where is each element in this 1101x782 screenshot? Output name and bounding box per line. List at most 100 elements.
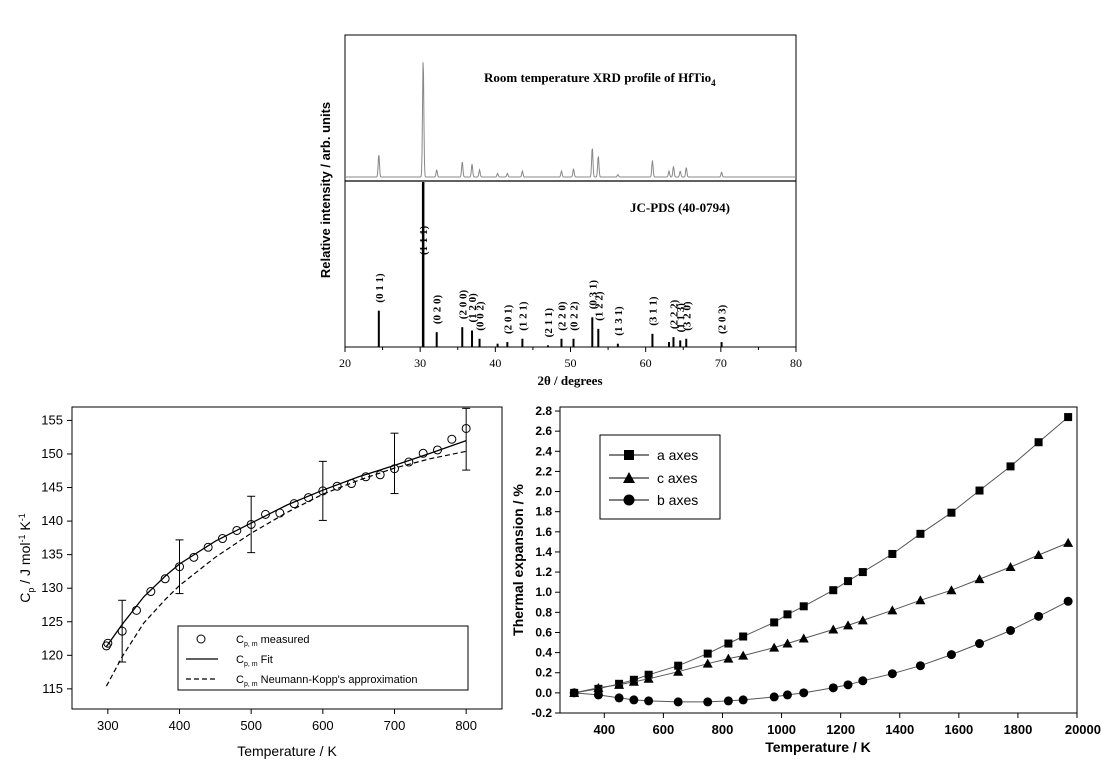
te-a-axes-point-7 (724, 639, 733, 648)
te-b-axes-point-20 (1034, 611, 1044, 621)
xrd-title: Room temperature XRD profile of HfTio4 (484, 70, 716, 88)
cp-measured-point-20 (375, 470, 385, 480)
cp-measured-point-14 (289, 499, 299, 509)
cp-legend-measured: Cp, m measured (236, 634, 310, 648)
te-b-axes-point-11 (799, 688, 809, 698)
te-a-axes-point-9 (770, 618, 779, 627)
cp-measured-point-17 (332, 481, 342, 491)
te-series-line-2 (574, 600, 1069, 703)
te-ylabel: Thermal expansion / % (510, 484, 526, 636)
xrd-reference-label: JC-PDS (40-0794) (630, 200, 730, 215)
te-b-axes-point-14 (858, 676, 868, 686)
te-legend-a: a axes (657, 447, 698, 463)
cp-measured-point-18 (347, 479, 356, 489)
te-ytick-label-6: 1.0 (535, 585, 552, 599)
te-ytick-label-0: -0.2 (531, 706, 552, 720)
te-b-axes-point-18 (975, 639, 985, 649)
te-c-axes-point-18 (974, 574, 985, 584)
xrd-xtick-label-6: 80 (790, 356, 802, 370)
cp-ytick-label-1: 120 (41, 647, 63, 662)
te-b-axes-point-6 (703, 697, 713, 707)
xrd-ref-label-11: (0 2 2) (569, 301, 581, 331)
te-a-axes-point-17 (947, 508, 956, 517)
cp-legend-fit: Cp, m Fit (236, 654, 273, 668)
cp-ytick-label-5: 140 (41, 513, 63, 528)
te-ytick-label-11: 2.0 (535, 485, 552, 499)
xrd-ref-label-5: (0 0 2) (475, 301, 487, 331)
cp-measured-point-15 (304, 493, 313, 503)
te-legend-c: c axes (657, 470, 697, 486)
xrd-ref-label-15: (3 1 1) (647, 296, 659, 326)
te-c-axes-point-6 (702, 658, 713, 668)
te-ytick-label-10: 1.8 (535, 505, 552, 519)
te-series-line-1 (574, 542, 1069, 694)
cp-measured-point-10 (232, 525, 242, 535)
te-ytick-label-13: 2.4 (535, 444, 552, 458)
cp-legend: Cp, m measured Cp, m Fit Cp, m Neumann-K… (177, 625, 469, 691)
te-ytick-label-5: 0.8 (535, 605, 552, 619)
xrd-xtick-label-0: 20 (339, 356, 351, 370)
te-a-axes-point-6 (703, 649, 712, 658)
te-xtick-label-8: 20000 (1065, 722, 1101, 737)
cp-xtick-label-2: 500 (240, 718, 262, 733)
te-a-axes-point-15 (888, 549, 897, 558)
te-a-axes-point-20 (1034, 438, 1043, 447)
te-xtick-label-3: 1000 (767, 722, 796, 737)
te-c-axes-point-10 (782, 638, 793, 648)
cp-measured-point-2 (117, 626, 127, 636)
cp-xtick-label-4: 700 (384, 718, 406, 733)
xrd-ref-label-8: (1 2 1) (517, 301, 529, 331)
xrd-ref-label-0: (0 1 1) (374, 273, 386, 303)
cp-ytick-label-3: 130 (41, 580, 63, 595)
xrd-ref-label-4: (1 2 0) (467, 293, 479, 323)
xrd-xtick-label-2: 40 (489, 356, 501, 370)
te-b-axes-point-0 (569, 688, 579, 698)
cp-ytick-label-6: 145 (41, 480, 63, 495)
cp-ytick-label-4: 135 (41, 547, 63, 562)
cp-measured-point-1 (103, 638, 113, 648)
te-legend-marker-a (624, 450, 634, 460)
te-xlabel: Temperature / K (765, 739, 871, 755)
te-ytick-label-7: 1.2 (535, 565, 552, 579)
xrd-ref-label-20: (2 0 3) (717, 304, 729, 334)
cp-plot-frame (71, 406, 503, 710)
te-a-axes-point-5 (674, 661, 683, 670)
cp-measured-point-13 (275, 508, 285, 518)
xrd-ref-label-14: (1 3 1) (613, 306, 625, 336)
te-c-axes-point-15 (887, 605, 898, 615)
te-ytick-label-8: 1.4 (535, 545, 552, 559)
te-ytick-label-4: 0.6 (535, 625, 552, 639)
te-b-axes-point-15 (887, 669, 897, 679)
cp-measured-point-9 (218, 534, 227, 544)
te-ytick-label-12: 2.2 (535, 464, 552, 478)
te-a-axes-point-18 (975, 486, 984, 495)
te-a-axes-point-14 (858, 568, 867, 577)
te-xtick-label-1: 600 (653, 722, 675, 737)
te-c-axes-point-12 (828, 624, 839, 634)
cp-measured-point-4 (146, 587, 156, 597)
te-c-axes-point-21 (1063, 537, 1074, 547)
te-c-axes-point-11 (798, 633, 809, 643)
te-ytick-label-2: 0.2 (535, 666, 552, 680)
te-b-axes-point-3 (629, 695, 639, 705)
te-ytick-label-15: 2.8 (535, 404, 552, 418)
te-c-axes-point-8 (738, 650, 749, 660)
te-c-axes-point-5 (673, 666, 684, 676)
te-c-axes-point-19 (1005, 562, 1016, 572)
te-xtick-label-5: 1400 (885, 722, 914, 737)
xrd-ref-label-7: (2 0 1) (502, 304, 514, 334)
te-c-axes-point-14 (857, 615, 868, 625)
te-c-axes-point-20 (1033, 549, 1044, 559)
cp-measured-point-19 (361, 472, 371, 482)
xrd-ref-label-1: (1 1 1) (418, 225, 430, 255)
xrd-ref-label-2: (0 2 0) (432, 294, 444, 324)
cp-measured-point-21 (390, 464, 399, 474)
xrd-xlabel: 2θ / degrees (537, 373, 602, 388)
cp-legend-marker-measured (196, 634, 206, 644)
te-a-axes-point-10 (783, 610, 792, 619)
te-c-axes-point-1 (593, 682, 604, 692)
te-b-axes-point-4 (644, 696, 654, 706)
cp-measured-point-22 (404, 457, 414, 467)
